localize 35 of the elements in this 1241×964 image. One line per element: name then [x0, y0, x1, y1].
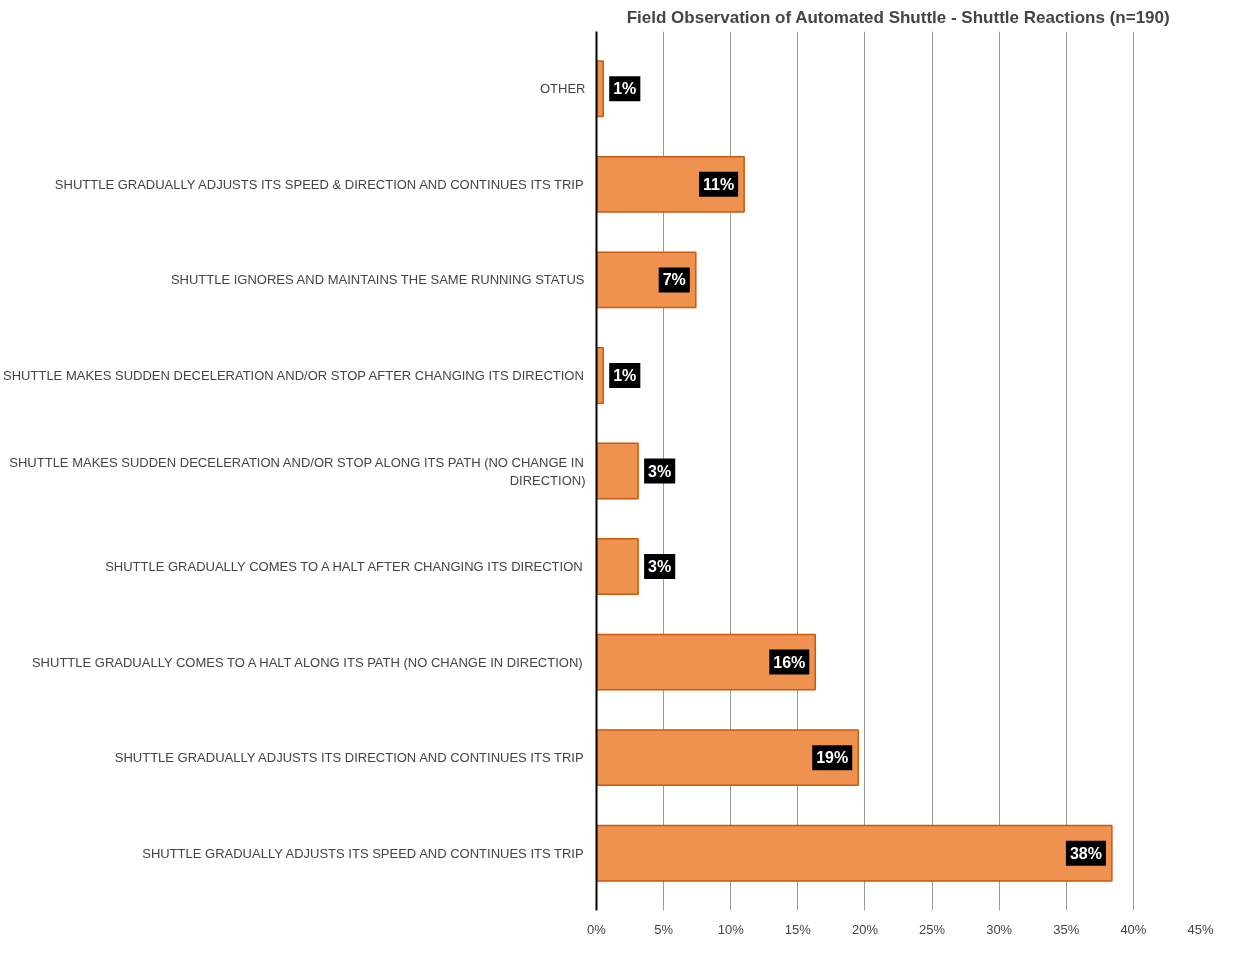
bar [596, 633, 817, 691]
x-tick-label: 10% [717, 921, 745, 937]
x-tick-label: 25% [919, 921, 946, 937]
data-label: 11% [703, 175, 735, 193]
x-tick-label: 45% [1187, 921, 1214, 937]
bar [596, 824, 1113, 882]
data-label: 16% [773, 653, 806, 671]
y-tick-label: SHUTTLE MAKES SUDDEN DECELERATION AND/OR STOP AFTER CHANGING ITS DIRECTION [3, 367, 584, 383]
x-tick-label: 0% [587, 921, 607, 937]
x-tick-label: 20% [851, 921, 879, 937]
y-tick-label: OTHER [540, 81, 586, 97]
y-tick-label: SHUTTLE GRADUALLY COMES TO A HALT ALONG ITS PATH (NO CHANGE IN DIRECTION) [31, 654, 583, 670]
x-tick-label: 5% [654, 921, 674, 937]
y-tick-label: SHUTTLE GRADUALLY ADJUSTS ITS SPEED & DIRECTION AND CONTINUES ITS TRIP [54, 176, 584, 192]
data-label: 7% [662, 271, 686, 289]
y-tick-label: SHUTTLE MAKES SUDDEN DECELERATION AND/OR STOP ALONG ITS PATH (NO CHANGE IN DIRECTION) [9, 454, 586, 488]
y-tick-label: SHUTTLE GRADUALLY ADJUSTS ITS SPEED AND CONTINUES ITS TRIP [142, 845, 584, 861]
x-tick-label: 15% [784, 921, 812, 937]
x-tick-label: 30% [986, 921, 1013, 937]
x-tick-label: 40% [1120, 921, 1147, 937]
data-label: 3% [648, 558, 672, 576]
chart-title: Field Observation of Automated Shuttle - Shuttle Reactions (n=190) [626, 7, 1170, 27]
bar [596, 442, 639, 500]
y-tick-label: SHUTTLE GRADUALLY ADJUSTS ITS DIRECTION AND CONTINUES ITS TRIP [114, 750, 584, 766]
bar [596, 538, 639, 595]
data-label: 38% [1069, 844, 1102, 862]
y-tick-label: SHUTTLE IGNORES AND MAINTAINS THE SAME RUNNING STATUS [170, 272, 585, 288]
data-label: 3% [648, 462, 672, 480]
y-tick-label: SHUTTLE GRADUALLY COMES TO A HALT AFTER CHANGING ITS DIRECTION [105, 559, 583, 575]
data-label: 19% [816, 749, 849, 767]
data-label: 1% [613, 80, 637, 98]
x-tick-label: 35% [1053, 921, 1080, 937]
bar [596, 729, 859, 787]
bar [596, 155, 745, 213]
data-label: 1% [613, 366, 637, 384]
